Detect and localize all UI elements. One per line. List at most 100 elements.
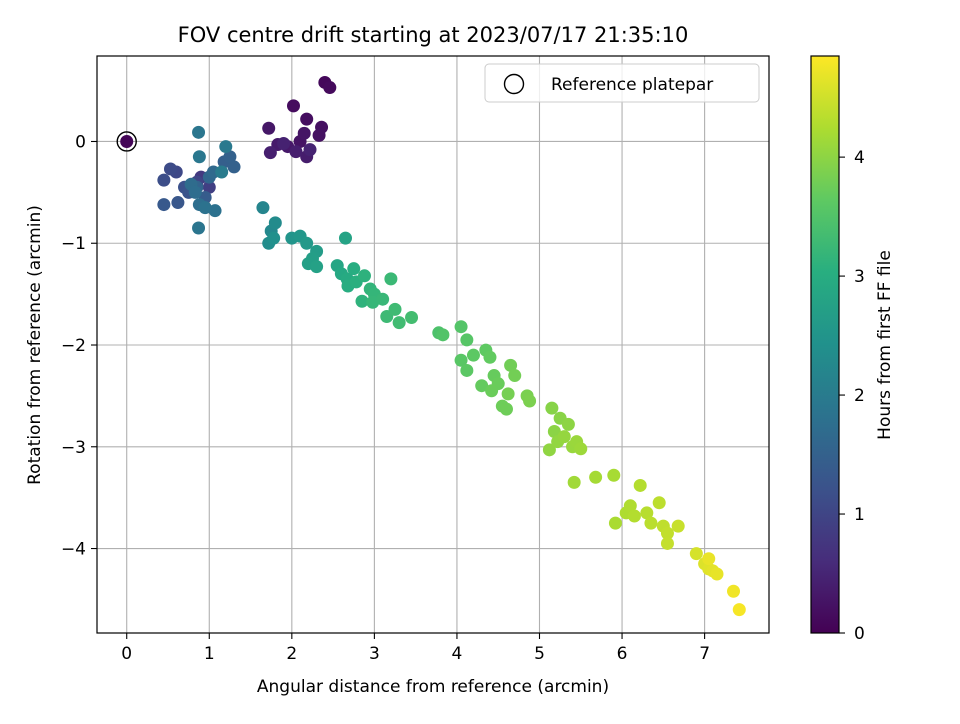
data-point <box>300 112 314 126</box>
data-point <box>561 417 575 431</box>
data-point <box>633 478 647 492</box>
x-tick-label: 1 <box>204 644 215 664</box>
data-point <box>297 126 311 140</box>
data-point <box>192 221 206 235</box>
x-tick-label: 2 <box>286 644 297 664</box>
data-point <box>355 294 369 308</box>
data-point <box>504 358 518 372</box>
data-point <box>323 81 337 95</box>
x-tick-label: 7 <box>699 644 710 664</box>
y-tick-label: −2 <box>61 336 86 356</box>
data-point <box>523 394 537 408</box>
data-point <box>567 475 581 489</box>
colorbar-tick-label: 4 <box>854 148 865 168</box>
data-point <box>640 506 654 520</box>
data-point <box>574 442 588 456</box>
reference-marker-layer <box>116 131 137 152</box>
legend-entry-reference: Reference platepar <box>551 75 713 95</box>
x-tick-label: 4 <box>452 644 463 664</box>
data-point <box>202 180 216 194</box>
data-point <box>263 146 277 160</box>
legend-box <box>484 63 760 103</box>
data-point <box>303 143 317 157</box>
colorbar-label: Hours from first FF file <box>875 250 895 440</box>
data-point <box>475 379 489 393</box>
data-point <box>384 272 398 286</box>
data-point <box>188 185 202 199</box>
data-point <box>338 231 352 245</box>
data-point <box>702 552 716 566</box>
legend: Reference platepar <box>484 63 760 103</box>
colorbar-tick-label: 1 <box>854 505 865 525</box>
y-axis-ticks: 0 −1 −2 −3 −4 <box>61 132 97 560</box>
data-point <box>192 125 206 139</box>
data-point <box>660 526 674 540</box>
data-point <box>623 499 637 513</box>
data-points <box>120 75 746 617</box>
x-tick-label: 3 <box>369 644 380 664</box>
data-point <box>268 216 282 230</box>
y-tick-label: 0 <box>75 132 86 152</box>
data-point <box>388 302 402 316</box>
colorbar-tick-label: 3 <box>854 267 865 287</box>
data-point <box>405 311 419 325</box>
data-point <box>289 145 303 159</box>
data-point <box>466 348 480 362</box>
data-point <box>376 292 390 306</box>
data-point <box>163 162 177 176</box>
data-point <box>671 519 685 533</box>
data-point <box>157 198 171 212</box>
data-point <box>608 516 622 530</box>
data-point <box>545 401 559 415</box>
data-point <box>171 196 185 210</box>
data-point <box>286 99 300 113</box>
x-tick-label: 5 <box>534 644 545 664</box>
data-point <box>157 173 171 187</box>
data-point <box>589 470 603 484</box>
colorbar-ticks: 0 1 2 3 4 <box>839 148 865 644</box>
data-point <box>660 536 674 550</box>
data-point <box>198 201 212 215</box>
chart-title: FOV centre drift starting at 2023/07/17 … <box>178 23 689 47</box>
data-point <box>652 496 666 510</box>
data-point <box>483 350 497 364</box>
data-point <box>392 316 406 330</box>
data-point <box>347 262 361 276</box>
legend-reference-marker <box>503 73 525 95</box>
data-point <box>460 363 474 377</box>
data-point <box>508 369 522 383</box>
data-point <box>357 269 371 283</box>
data-point <box>485 384 499 398</box>
data-point <box>120 134 134 148</box>
data-point <box>310 260 324 274</box>
x-axis-label: Angular distance from reference (arcmin) <box>257 677 609 697</box>
data-point <box>256 201 270 215</box>
data-point <box>208 204 222 218</box>
data-point <box>454 320 468 334</box>
reference-platepar-marker <box>116 131 137 152</box>
data-point <box>732 603 746 617</box>
data-point <box>542 443 556 457</box>
data-point <box>300 236 314 250</box>
y-tick-label: −1 <box>61 234 86 254</box>
y-tick-label: −4 <box>61 540 86 560</box>
data-point <box>547 425 561 439</box>
data-point <box>219 140 233 154</box>
data-point <box>215 165 229 179</box>
data-point <box>267 231 281 245</box>
data-point <box>366 295 380 309</box>
x-tick-label: 6 <box>617 644 628 664</box>
data-point <box>607 468 621 482</box>
data-point <box>312 128 326 142</box>
data-point <box>223 150 237 164</box>
y-axis-label: Rotation from reference (arcmin) <box>25 205 45 485</box>
colorbar-tick-label: 0 <box>854 624 865 644</box>
x-tick-label: 0 <box>121 644 132 664</box>
data-point <box>710 567 724 581</box>
data-point <box>460 333 474 347</box>
data-point <box>727 584 741 598</box>
data-point <box>501 387 515 401</box>
data-point <box>627 509 641 523</box>
data-point <box>192 150 206 164</box>
